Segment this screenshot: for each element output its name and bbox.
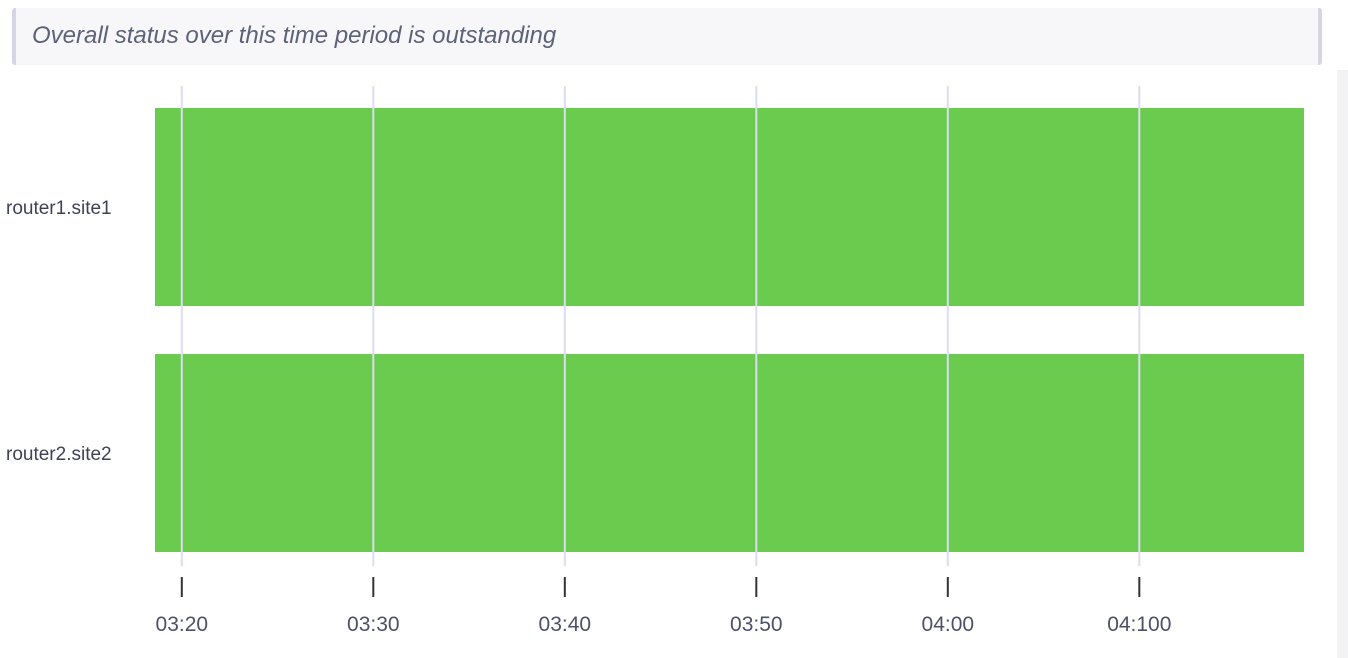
grid-layer <box>180 86 1141 566</box>
x-tick-label: 04:100 <box>1107 613 1171 636</box>
x-tick-label: 04:00 <box>922 613 975 636</box>
row-label: router1.site1 <box>6 198 112 219</box>
x-tick-label: 03:30 <box>347 613 400 636</box>
status-banner: Overall status over this time period is … <box>12 8 1322 65</box>
status-bar-router1-site1[interactable] <box>155 108 1304 306</box>
x-tick-label: 03:50 <box>730 613 783 636</box>
row-labels-layer: router1.site1 router2.site2 <box>6 198 112 465</box>
bars-layer <box>155 108 1304 552</box>
status-bar-router2-site2[interactable] <box>155 354 1304 552</box>
x-tick-label: 03:20 <box>156 613 209 636</box>
x-axis: 03:20 03:30 03:40 03:50 04:00 04:100 <box>156 577 1171 636</box>
x-tick-label: 03:40 <box>539 613 592 636</box>
row-label: router2.site2 <box>6 444 112 465</box>
status-summary-text: Overall status over this time period is … <box>32 22 557 49</box>
vertical-scrollbar[interactable] <box>1337 70 1348 658</box>
